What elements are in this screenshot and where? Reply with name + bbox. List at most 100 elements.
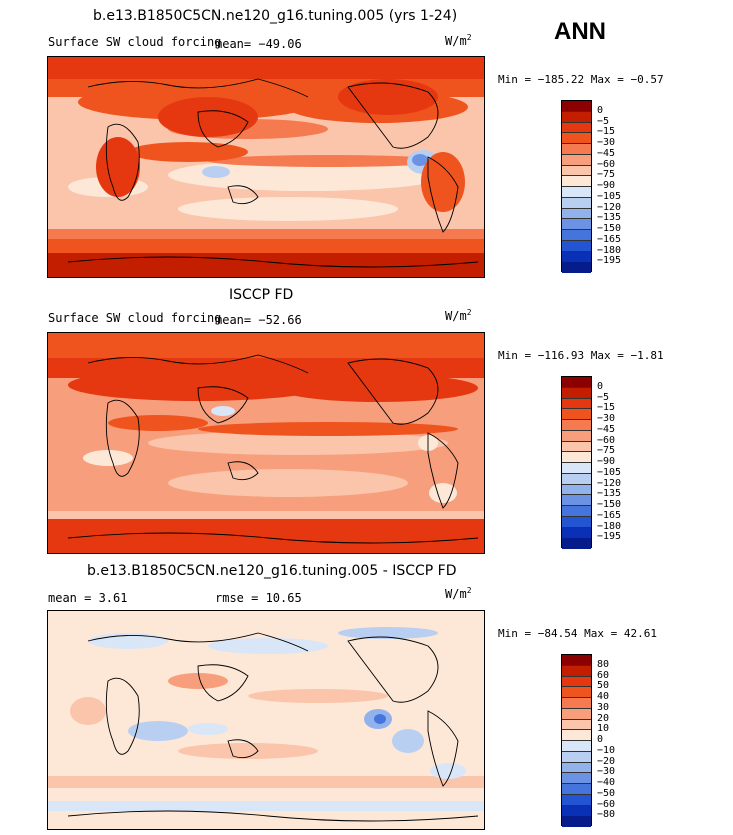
- panel-2-unit: W/m2: [445, 308, 472, 323]
- color-swatch: [562, 784, 591, 795]
- color-swatch: [562, 730, 591, 741]
- colorbar-tick-label: −45: [597, 147, 616, 159]
- colorbar-tick-label: −180: [597, 520, 622, 532]
- panel-3-map: [47, 610, 485, 830]
- color-swatch: [562, 452, 591, 463]
- color-swatch: [562, 133, 591, 144]
- panel-1-mean: mean= −49.06: [215, 37, 302, 51]
- panel-2-colorbar-labels: 0 −5 −15 −30 −45 −60 −75 −90 −105 −120 −…: [597, 376, 657, 548]
- colorbar-tick-label: −30: [597, 413, 616, 424]
- colorbar-tick-label: −45: [597, 423, 616, 435]
- panel-2-map: [47, 332, 485, 554]
- panel-2-colorbar: [561, 376, 592, 549]
- panel-2-title: ISCCP FD: [229, 287, 294, 303]
- color-swatch: [562, 473, 591, 485]
- colorbar-tick-label: −165: [597, 233, 622, 245]
- colorbar-tick-label: −120: [597, 477, 622, 489]
- color-swatch: [562, 719, 591, 731]
- color-swatch: [562, 101, 591, 112]
- color-swatch: [562, 687, 591, 698]
- color-swatch: [562, 398, 591, 410]
- panel-1-colorbar: [561, 100, 592, 273]
- colorbar-tick-label: −195: [597, 531, 622, 543]
- panel-1-unit: W/m2: [445, 33, 472, 48]
- colorbar-tick-label: 40: [597, 691, 610, 702]
- color-swatch: [562, 794, 591, 806]
- colorbar-tick-label: −180: [597, 244, 622, 256]
- color-swatch: [562, 655, 591, 666]
- colorbar-tick-label: −120: [597, 201, 622, 213]
- colorbar-tick-label: −15: [597, 402, 616, 414]
- color-swatch: [562, 430, 591, 442]
- colorbar-tick-label: −60: [597, 158, 616, 170]
- season-label: ANN: [554, 18, 606, 45]
- color-swatch: [562, 516, 591, 528]
- colorbar-tick-label: −135: [597, 212, 622, 224]
- panel-1-title: b.e13.B1850C5CN.ne120_g16.tuning.005 (yr…: [93, 8, 458, 24]
- color-swatch: [562, 197, 591, 209]
- colorbar-tick-label: −40: [597, 777, 616, 788]
- color-swatch: [562, 251, 591, 263]
- panel-2-mean: mean= −52.66: [215, 313, 302, 327]
- colorbar-tick-label: 30: [597, 701, 610, 713]
- color-swatch: [562, 409, 591, 420]
- colorbar-tick-label: −30: [597, 766, 616, 778]
- colorbar-tick-label: −50: [597, 787, 616, 799]
- color-swatch: [562, 154, 591, 166]
- color-swatch: [562, 495, 591, 506]
- panel-3-title: b.e13.B1850C5CN.ne120_g16.tuning.005 - I…: [87, 563, 457, 579]
- color-swatch: [562, 751, 591, 763]
- colorbar-tick-label: −80: [597, 809, 616, 821]
- color-swatch: [562, 420, 591, 431]
- colorbar-tick-label: 80: [597, 658, 610, 670]
- colorbar-tick-label: 50: [597, 680, 610, 692]
- colorbar-tick-label: −150: [597, 223, 622, 234]
- panel-3-colorbar-labels: 80 60 50 40 30 20 10 0 −10 −20 −30 −40 −…: [597, 654, 657, 826]
- color-swatch: [562, 773, 591, 784]
- colorbar-tick-label: −75: [597, 169, 616, 181]
- colorbar-tick-label: 0: [597, 380, 604, 392]
- color-swatch: [562, 741, 591, 752]
- color-swatch: [562, 538, 591, 549]
- color-swatch: [562, 377, 591, 388]
- color-swatch: [562, 708, 591, 720]
- panel-2-variable: Surface SW cloud forcing: [48, 311, 222, 325]
- panel-2-minmax: Min = −116.93 Max = −1.81: [498, 349, 664, 362]
- color-swatch: [562, 240, 591, 252]
- colorbar-tick-label: 0: [597, 734, 604, 745]
- panel-3-unit: W/m2: [445, 586, 472, 601]
- color-swatch: [562, 144, 591, 155]
- color-swatch: [562, 122, 591, 134]
- panel-1-map: [47, 56, 485, 278]
- color-swatch: [562, 816, 591, 827]
- panel-3-mean: mean = 3.61: [48, 591, 128, 605]
- colorbar-tick-label: −15: [597, 126, 616, 138]
- color-swatch: [562, 262, 591, 273]
- panel-1-variable: Surface SW cloud forcing: [48, 35, 222, 49]
- color-swatch: [562, 665, 591, 677]
- color-swatch: [562, 387, 591, 399]
- color-swatch: [562, 484, 591, 496]
- color-swatch: [562, 187, 591, 198]
- colorbar-tick-label: −75: [597, 445, 616, 457]
- colorbar-tick-label: 60: [597, 669, 610, 681]
- colorbar-tick-label: −60: [597, 798, 616, 810]
- panel-1-minmax: Min = −185.22 Max = −0.57: [498, 73, 664, 86]
- color-swatch: [562, 805, 591, 817]
- colorbar-tick-label: −105: [597, 466, 622, 478]
- colorbar-tick-label: −105: [597, 190, 622, 202]
- colorbar-tick-label: 20: [597, 712, 610, 724]
- color-swatch: [562, 441, 591, 453]
- color-swatch: [562, 176, 591, 187]
- color-swatch: [562, 676, 591, 688]
- color-swatch: [562, 762, 591, 774]
- colorbar-tick-label: −90: [597, 180, 616, 191]
- color-swatch: [562, 165, 591, 177]
- color-swatch: [562, 463, 591, 474]
- panel-3-colorbar: [561, 654, 592, 827]
- colorbar-tick-label: −20: [597, 755, 616, 767]
- colorbar-tick-label: 0: [597, 104, 604, 116]
- colorbar-tick-label: 10: [597, 723, 610, 735]
- panel-3-rmse: rmse = 10.65: [215, 591, 302, 605]
- colorbar-tick-label: −5: [597, 391, 610, 403]
